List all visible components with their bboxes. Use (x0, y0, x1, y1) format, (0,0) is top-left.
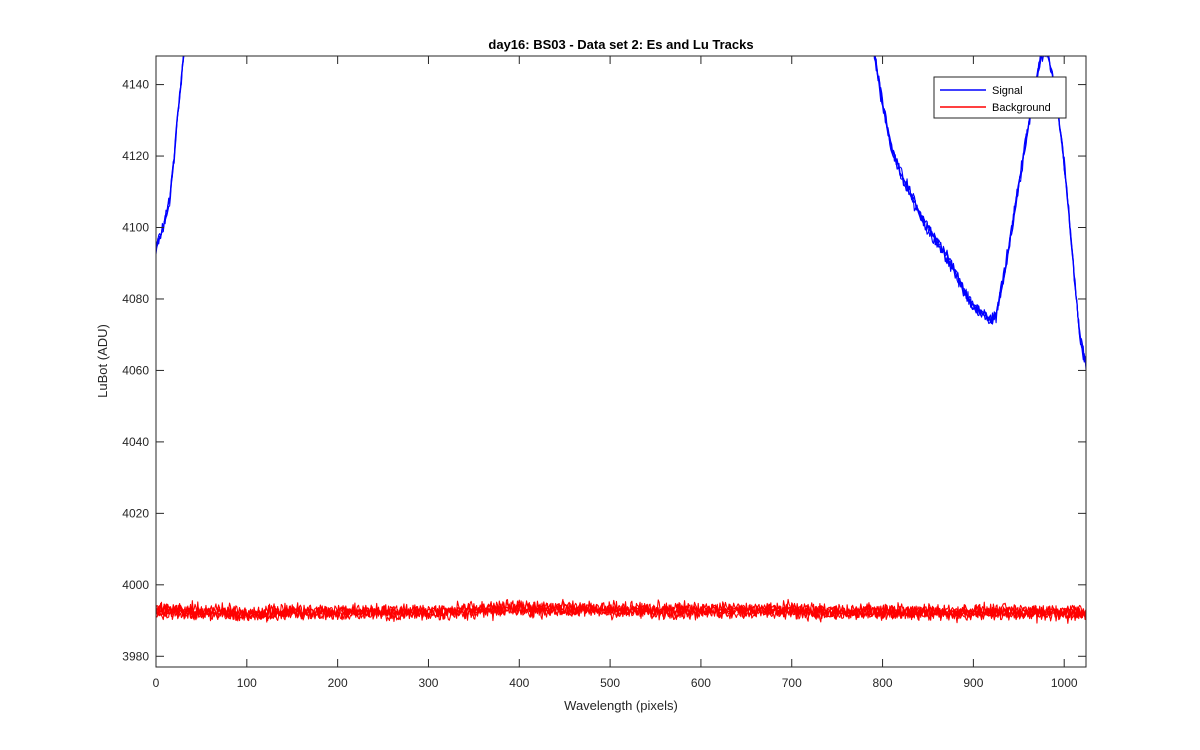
y-tick-label: 3980 (122, 649, 149, 663)
series-background (156, 598, 1086, 624)
plot-area (156, 56, 1086, 667)
y-tick-label: 4000 (122, 578, 149, 592)
series-line-background (156, 598, 1086, 621)
y-axis-label: LuBot (ADU) (95, 324, 110, 398)
x-tick-label: 600 (691, 676, 711, 690)
y-tick-label: 4100 (122, 221, 149, 235)
series-line-signal (156, 56, 184, 252)
legend: Signal Background (933, 76, 1067, 119)
x-tick-label: 300 (418, 676, 438, 690)
y-tick-label: 4080 (122, 292, 149, 306)
y-tick-label: 4120 (122, 149, 149, 163)
x-tick-label: 500 (600, 676, 620, 690)
legend-label-background: Background (992, 102, 1051, 114)
x-tick-label: 0 (153, 676, 160, 690)
series-line-background (156, 598, 1086, 621)
x-tick-label: 100 (237, 676, 257, 690)
series-signal (156, 56, 1086, 370)
x-tick-label: 200 (328, 676, 348, 690)
legend-box (933, 76, 1067, 119)
y-tick-label: 4060 (122, 363, 149, 377)
series-layer (156, 56, 1086, 624)
x-tick-label: 800 (873, 676, 893, 690)
axes-box (155, 55, 1087, 668)
y-tick-label: 4040 (122, 435, 149, 449)
x-tick-label: 700 (782, 676, 802, 690)
x-tick-label: 1000 (1051, 676, 1078, 690)
legend-label-signal: Signal (992, 85, 1023, 97)
axes-layer: 0 100 200 300 400 500 600 700 800 900 1000 3980 4000… (122, 55, 1087, 690)
chart-title: day16: BS03 - Data set 2: Es and Lu Trac… (488, 37, 753, 52)
x-axis-label: Wavelength (pixels) (564, 698, 678, 713)
series-line-signal (874, 56, 1086, 363)
y-tick-label: 4020 (122, 506, 149, 520)
x-tick-label: 900 (963, 676, 983, 690)
y-tick-label: 4140 (122, 78, 149, 92)
x-tick-label: 400 (509, 676, 529, 690)
